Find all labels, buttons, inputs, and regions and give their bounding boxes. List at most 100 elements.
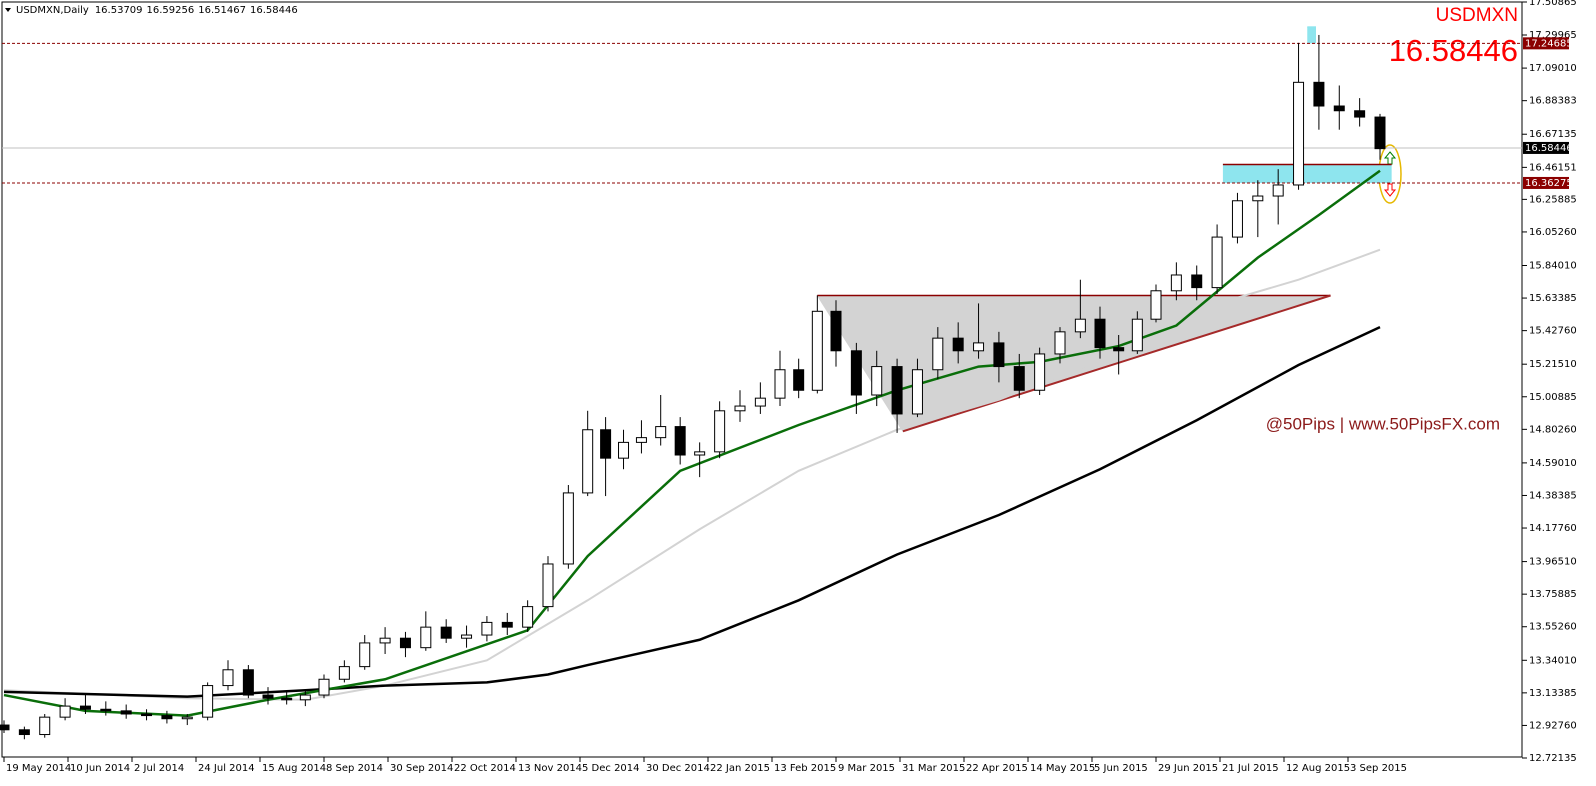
candle-body xyxy=(952,337,964,352)
price-label: 16.58446 xyxy=(1389,33,1518,68)
candle-body xyxy=(161,715,173,720)
x-tick-label: 29 Jun 2015 xyxy=(1158,763,1218,774)
candle-body xyxy=(1374,116,1386,150)
candle-body xyxy=(694,451,706,456)
candle-body xyxy=(1313,81,1325,107)
y-tick-label: 17.29965 xyxy=(1529,30,1577,41)
y-tick-label: 12.92760 xyxy=(1529,720,1577,731)
level-label-bg xyxy=(1523,141,1569,154)
candle-body xyxy=(1034,353,1046,391)
y-tick-label: 16.88383 xyxy=(1529,96,1577,107)
candles xyxy=(0,34,1386,740)
candle-body xyxy=(1354,110,1366,118)
candle-body xyxy=(1074,318,1086,333)
x-tick-label: 8 Sep 2014 xyxy=(326,763,383,774)
candle-body xyxy=(359,642,371,668)
candle-body xyxy=(100,708,112,712)
open: 16.53709 xyxy=(95,5,143,16)
y-tick-label: 15.84010 xyxy=(1529,260,1577,271)
candle-body xyxy=(318,678,330,696)
candle-body xyxy=(542,563,554,608)
candle-body xyxy=(774,369,786,399)
low: 16.51467 xyxy=(198,5,246,16)
candle-body xyxy=(39,716,51,736)
candle-body xyxy=(120,710,132,715)
candle-body xyxy=(1150,290,1162,320)
y-tick-label: 16.25885 xyxy=(1529,194,1577,205)
candle-body xyxy=(299,694,311,701)
x-tick-label: 22 Jan 2015 xyxy=(710,763,770,774)
symbol-label: USDMXN xyxy=(1436,5,1518,26)
y-tick-label: 16.46151 xyxy=(1529,162,1577,173)
candle-body xyxy=(1013,366,1025,391)
candle-body xyxy=(932,337,944,371)
candle-body xyxy=(1170,274,1182,292)
x-tick-label: 24 Jul 2014 xyxy=(198,763,255,774)
candle-body xyxy=(562,492,574,565)
y-tick-label: 15.00885 xyxy=(1529,392,1577,403)
candle-body xyxy=(222,669,234,687)
candle-body xyxy=(911,369,923,415)
x-tick-label: 13 Nov 2014 xyxy=(518,763,582,774)
y-tick-label: 13.34010 xyxy=(1529,655,1577,666)
candle-body xyxy=(202,685,214,718)
background-layer xyxy=(2,26,1522,433)
y-tick-label: 14.38385 xyxy=(1529,490,1577,501)
high: 16.59256 xyxy=(147,5,195,16)
candle-body xyxy=(973,342,985,352)
header-text: USDMXN,Daily 16.53709 16.59256 16.51467 16.5… xyxy=(16,5,298,16)
candle-body xyxy=(501,621,513,628)
zone xyxy=(1307,27,1316,44)
candle-body xyxy=(830,310,842,352)
level-label-bg xyxy=(1523,37,1569,50)
candle-body xyxy=(1131,318,1143,352)
menu-icon xyxy=(5,8,11,12)
y-tick-label: 17.50865 xyxy=(1529,0,1577,8)
x-tick-label: 30 Dec 2014 xyxy=(646,763,710,774)
x-tick-label: 5 Dec 2014 xyxy=(582,763,640,774)
candle-body xyxy=(734,405,746,412)
plot-frame xyxy=(1,1,1523,758)
candle-body xyxy=(1231,200,1243,238)
x-tick-label: 19 May 2014 xyxy=(6,763,71,774)
x-tick-label: 9 Mar 2015 xyxy=(838,763,895,774)
candle-body xyxy=(1333,105,1345,112)
moving-average xyxy=(3,248,1381,701)
candle-body xyxy=(1211,236,1223,289)
candle-body xyxy=(850,350,862,396)
candle-body xyxy=(655,426,667,439)
candle-body xyxy=(600,429,612,459)
candle-body xyxy=(1191,274,1203,289)
candle-body xyxy=(338,666,350,680)
x-tick-label: 10 Jun 2014 xyxy=(70,763,130,774)
down-arrow xyxy=(1383,183,1397,197)
candle-body xyxy=(262,694,274,699)
candle-body xyxy=(1293,81,1305,186)
candle-body xyxy=(1272,184,1284,197)
candle-body xyxy=(993,342,1005,368)
y-tick-label: 13.13385 xyxy=(1529,688,1577,699)
candle-body xyxy=(618,441,630,459)
y-tick-label: 16.67135 xyxy=(1529,129,1577,140)
y-tick-label: 15.21510 xyxy=(1529,359,1577,370)
candle-body xyxy=(379,637,391,644)
y-tick-label: 15.42760 xyxy=(1529,326,1577,337)
y-tick-label: 12.72135 xyxy=(1529,753,1577,764)
candle-body xyxy=(461,634,473,639)
x-tick-label: 2 Jul 2014 xyxy=(134,763,184,774)
candle-body xyxy=(1252,195,1264,202)
candle-body xyxy=(811,310,823,391)
candle-body xyxy=(420,626,432,649)
candle-body xyxy=(1054,331,1066,355)
y-tick-label: 14.80260 xyxy=(1529,424,1577,435)
candle-body xyxy=(714,410,726,453)
level-label-bg xyxy=(1523,176,1569,189)
candle-body xyxy=(242,669,254,696)
y-tick-label: 16.05260 xyxy=(1529,227,1577,238)
x-tick-label: 21 Jul 2015 xyxy=(1222,763,1279,774)
candle-body xyxy=(59,705,71,718)
level-label: 16.58446 xyxy=(1525,143,1573,154)
candle-body xyxy=(793,369,805,391)
candle-body xyxy=(1113,347,1125,352)
